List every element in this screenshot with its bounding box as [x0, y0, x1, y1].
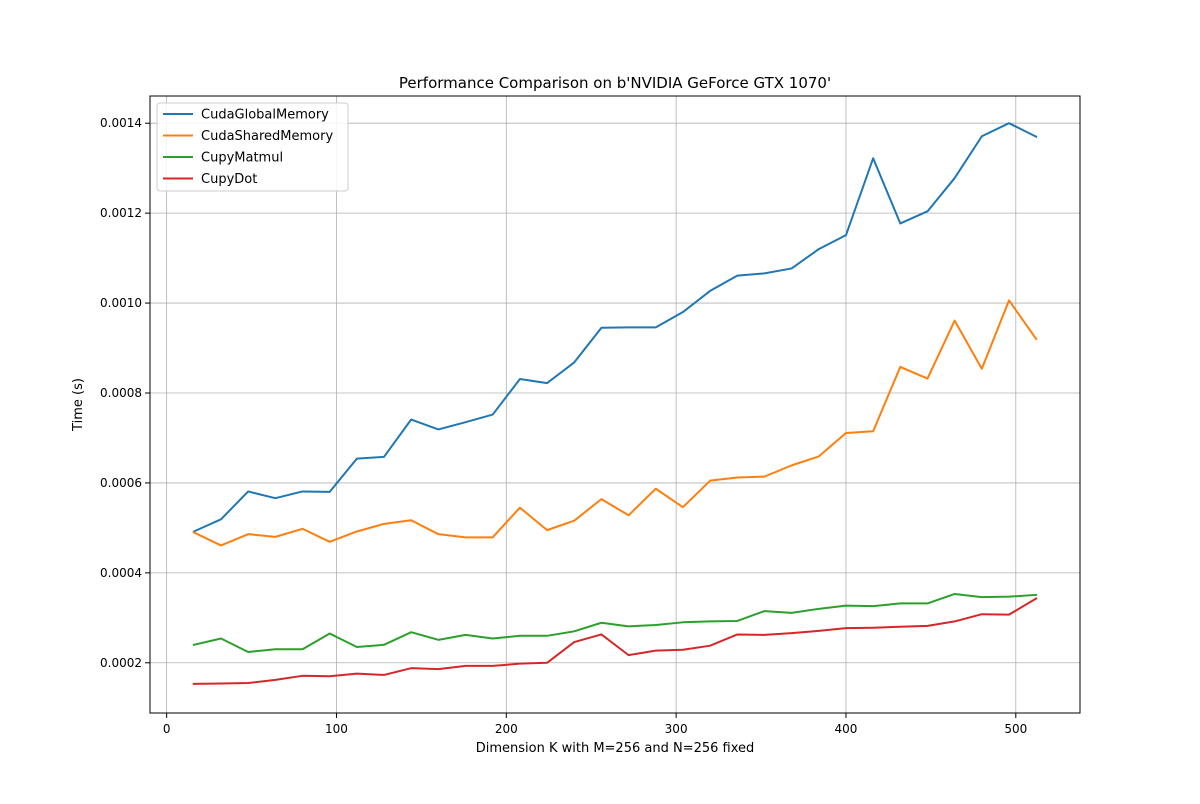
y-tick-label: 0.0010 [100, 296, 142, 310]
series-line-cudasharedmemory [192, 299, 1038, 547]
x-axis-label: Dimension K with M=256 and N=256 fixed [476, 741, 755, 756]
series-line-cupydot [192, 597, 1038, 685]
y-tick-label: 0.0004 [100, 566, 142, 580]
y-tick-label: 0.0002 [100, 656, 142, 670]
series-lines [192, 122, 1038, 685]
x-tick-label: 300 [665, 722, 688, 736]
legend-label-cudasharedmemory: CudaSharedMemory [201, 129, 333, 144]
legend: CudaGlobalMemory CudaSharedMemory CupyMatm… [156, 102, 349, 192]
y-axis-label: Time (s) [71, 378, 86, 432]
series-line-cupymatmul [192, 592, 1038, 653]
legend-label-cupymatmul: CupyMatmul [201, 151, 283, 166]
x-tick-label: 0 [163, 722, 171, 736]
grid-lines [150, 96, 1080, 713]
x-tick-label: 100 [325, 722, 348, 736]
y-tick-label: 0.0012 [100, 206, 142, 220]
axis-ticks: 0 100 200 300 400 500 0.0002 0.0004 0.0006 0.0008… [100, 116, 1027, 736]
y-tick-label: 0.0008 [100, 386, 142, 400]
y-tick-label: 0.0006 [100, 476, 142, 490]
x-tick-label: 400 [835, 722, 858, 736]
y-tick-label: 0.0014 [100, 116, 142, 130]
x-tick-label: 200 [495, 722, 518, 736]
legend-label-cudaglobalmemory: CudaGlobalMemory [201, 108, 329, 123]
plot-frame [149, 95, 1081, 714]
chart-title: Performance Comparison on b'NVIDIA GeFor… [399, 74, 831, 92]
series-line-cudaglobalmemory [192, 122, 1038, 533]
x-tick-label: 500 [1004, 722, 1027, 736]
legend-box [156, 102, 349, 192]
legend-label-cupydot: CupyDot [201, 172, 257, 187]
